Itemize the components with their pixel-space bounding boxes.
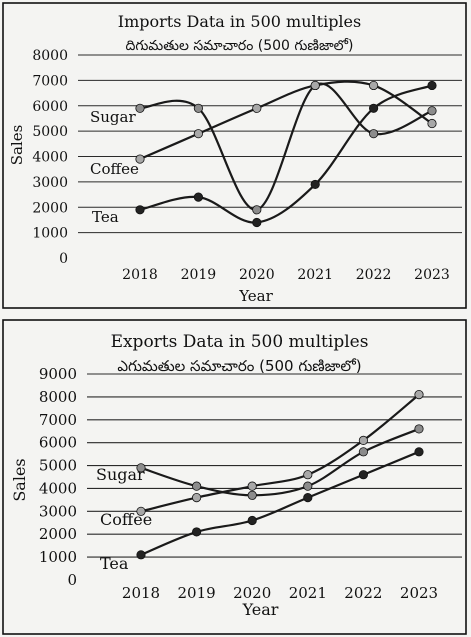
series-label-tea: Tea bbox=[100, 554, 129, 573]
y-tick-label: 1000 bbox=[32, 226, 68, 242]
y-tick-label: 2000 bbox=[39, 525, 77, 543]
data-point-coffee bbox=[414, 389, 424, 400]
data-point-tea bbox=[310, 179, 320, 190]
y-tick-label: 0 bbox=[67, 571, 77, 589]
data-point-sugar bbox=[427, 106, 437, 116]
chart-title: Imports Data in 500 multiples bbox=[118, 12, 361, 31]
series-line-tea bbox=[139, 450, 421, 556]
data-point-tea bbox=[303, 492, 313, 503]
data-point-coffee bbox=[247, 481, 257, 491]
data-point-coffee bbox=[193, 129, 203, 139]
y-axis-label: Sales bbox=[8, 125, 26, 166]
series-line-sugar bbox=[139, 427, 421, 497]
data-point-sugar bbox=[414, 424, 424, 434]
data-point-tea bbox=[136, 550, 146, 560]
data-point-coffee bbox=[252, 103, 262, 113]
x-tick-label: 2022 bbox=[344, 584, 382, 602]
x-tick-label: 2021 bbox=[289, 584, 327, 602]
y-tick-label: 8000 bbox=[32, 48, 68, 64]
chart-panel-imports: Imports Data in 500 multiples దిగుమతుల సమ… bbox=[2, 2, 467, 309]
data-point-tea bbox=[358, 470, 368, 480]
series-label-sugar: Sugar bbox=[90, 108, 136, 126]
series-label-coffee: Coffee bbox=[100, 510, 152, 529]
data-point-coffee bbox=[427, 118, 437, 129]
y-tick-label: 6000 bbox=[39, 434, 77, 452]
data-point-coffee bbox=[135, 154, 145, 164]
chart-frame bbox=[2, 319, 467, 635]
data-point-coffee bbox=[310, 80, 320, 91]
y-tick-label: 9000 bbox=[39, 365, 77, 383]
data-point-coffee bbox=[358, 435, 368, 445]
data-point-tea bbox=[247, 515, 257, 526]
chart-frame bbox=[2, 2, 467, 309]
data-point-coffee bbox=[303, 470, 313, 480]
x-tick-label: 2023 bbox=[400, 584, 438, 602]
y-tick-label: 4000 bbox=[32, 150, 68, 166]
data-point-sugar bbox=[193, 103, 203, 113]
series-line-sugar bbox=[138, 82, 434, 211]
y-tick-label: 7000 bbox=[32, 73, 68, 89]
y-tick-label: 4000 bbox=[39, 479, 77, 497]
chart-subtitle: దిగుమతుల సమాచారం (500 గుణిజాలో) bbox=[126, 38, 354, 54]
chart-subtitle: ఎగుమతుల సమాచారం (500 గుణిజాలో) bbox=[117, 357, 361, 375]
data-point-sugar bbox=[368, 129, 379, 139]
x-tick-label: 2021 bbox=[297, 267, 333, 283]
data-point-coffee bbox=[136, 506, 146, 516]
y-axis-label: Sales bbox=[10, 458, 29, 501]
series-label-sugar: Sugar bbox=[96, 465, 145, 484]
data-point-tea bbox=[192, 527, 202, 537]
x-tick-label: 2018 bbox=[122, 267, 158, 283]
x-tick-label: 2019 bbox=[178, 584, 216, 602]
x-tick-label: 2019 bbox=[181, 267, 217, 283]
y-tick-label: 8000 bbox=[39, 388, 77, 406]
data-point-sugar bbox=[136, 463, 146, 473]
data-point-tea bbox=[414, 447, 424, 457]
y-tick-label: 7000 bbox=[39, 411, 77, 429]
y-tick-label: 3000 bbox=[39, 502, 77, 520]
chart-panel-exports: Exports Data in 500 multiples ఎగుమతుల సమా… bbox=[2, 319, 467, 635]
y-tick-label: 2000 bbox=[32, 200, 68, 216]
x-tick-label: 2018 bbox=[122, 584, 160, 602]
x-axis-label: Year bbox=[242, 600, 279, 619]
y-tick-label: 5000 bbox=[32, 124, 68, 140]
data-point-sugar bbox=[247, 490, 257, 500]
data-point-coffee bbox=[368, 80, 379, 91]
data-point-sugar bbox=[135, 103, 145, 113]
data-point-sugar bbox=[192, 481, 202, 491]
data-point-coffee bbox=[192, 492, 202, 503]
series-label-tea: Tea bbox=[92, 208, 119, 226]
series-line-coffee bbox=[138, 80, 434, 161]
data-point-sugar bbox=[252, 205, 262, 215]
x-tick-label: 2023 bbox=[414, 267, 450, 283]
data-point-tea bbox=[193, 192, 203, 202]
data-point-tea bbox=[427, 80, 437, 91]
series-label-coffee: Coffee bbox=[90, 160, 139, 178]
data-point-tea bbox=[252, 217, 262, 228]
y-tick-label: 6000 bbox=[32, 99, 68, 115]
x-tick-label: 2020 bbox=[233, 584, 271, 602]
x-tick-label: 2020 bbox=[239, 267, 275, 283]
x-tick-label: 2022 bbox=[356, 267, 392, 283]
data-point-sugar bbox=[303, 481, 313, 491]
y-tick-label: 3000 bbox=[32, 175, 68, 191]
y-tick-label: 0 bbox=[59, 251, 68, 267]
y-tick-label: 5000 bbox=[39, 457, 77, 475]
chart-title: Exports Data in 500 multiples bbox=[111, 332, 369, 352]
y-tick-label: 1000 bbox=[39, 548, 77, 566]
data-point-tea bbox=[368, 103, 379, 113]
data-point-sugar bbox=[358, 447, 368, 457]
data-point-tea bbox=[135, 205, 145, 215]
x-axis-label: Year bbox=[238, 287, 273, 305]
